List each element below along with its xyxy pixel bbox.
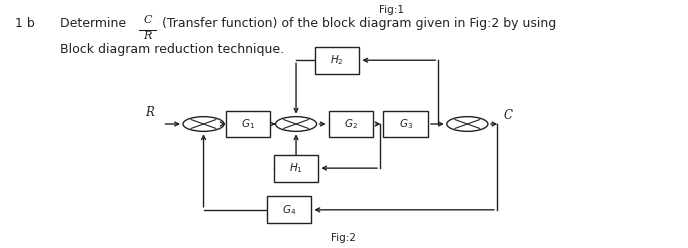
Text: C: C [504,109,513,122]
Text: Fig:1: Fig:1 [380,5,405,15]
Text: R: R [145,106,154,119]
Text: Fig:2: Fig:2 [332,233,356,243]
FancyBboxPatch shape [226,111,270,137]
Text: $H_2$: $H_2$ [330,53,344,67]
Text: $H_1$: $H_1$ [289,161,303,175]
Text: $G_2$: $G_2$ [344,117,358,131]
Text: $G_3$: $G_3$ [398,117,413,131]
FancyBboxPatch shape [267,196,312,223]
Text: (Transfer function) of the block diagram given in Fig:2 by using: (Transfer function) of the block diagram… [158,17,556,30]
Text: R: R [143,31,151,41]
Text: $G_1$: $G_1$ [241,117,255,131]
Text: 1 b: 1 b [15,17,35,30]
Text: Determine: Determine [60,17,130,30]
FancyBboxPatch shape [315,47,359,74]
Text: C: C [143,15,151,25]
Text: Block diagram reduction technique.: Block diagram reduction technique. [60,43,283,56]
FancyBboxPatch shape [329,111,373,137]
FancyBboxPatch shape [383,111,428,137]
Text: $G_4$: $G_4$ [282,203,297,217]
FancyBboxPatch shape [274,155,319,182]
